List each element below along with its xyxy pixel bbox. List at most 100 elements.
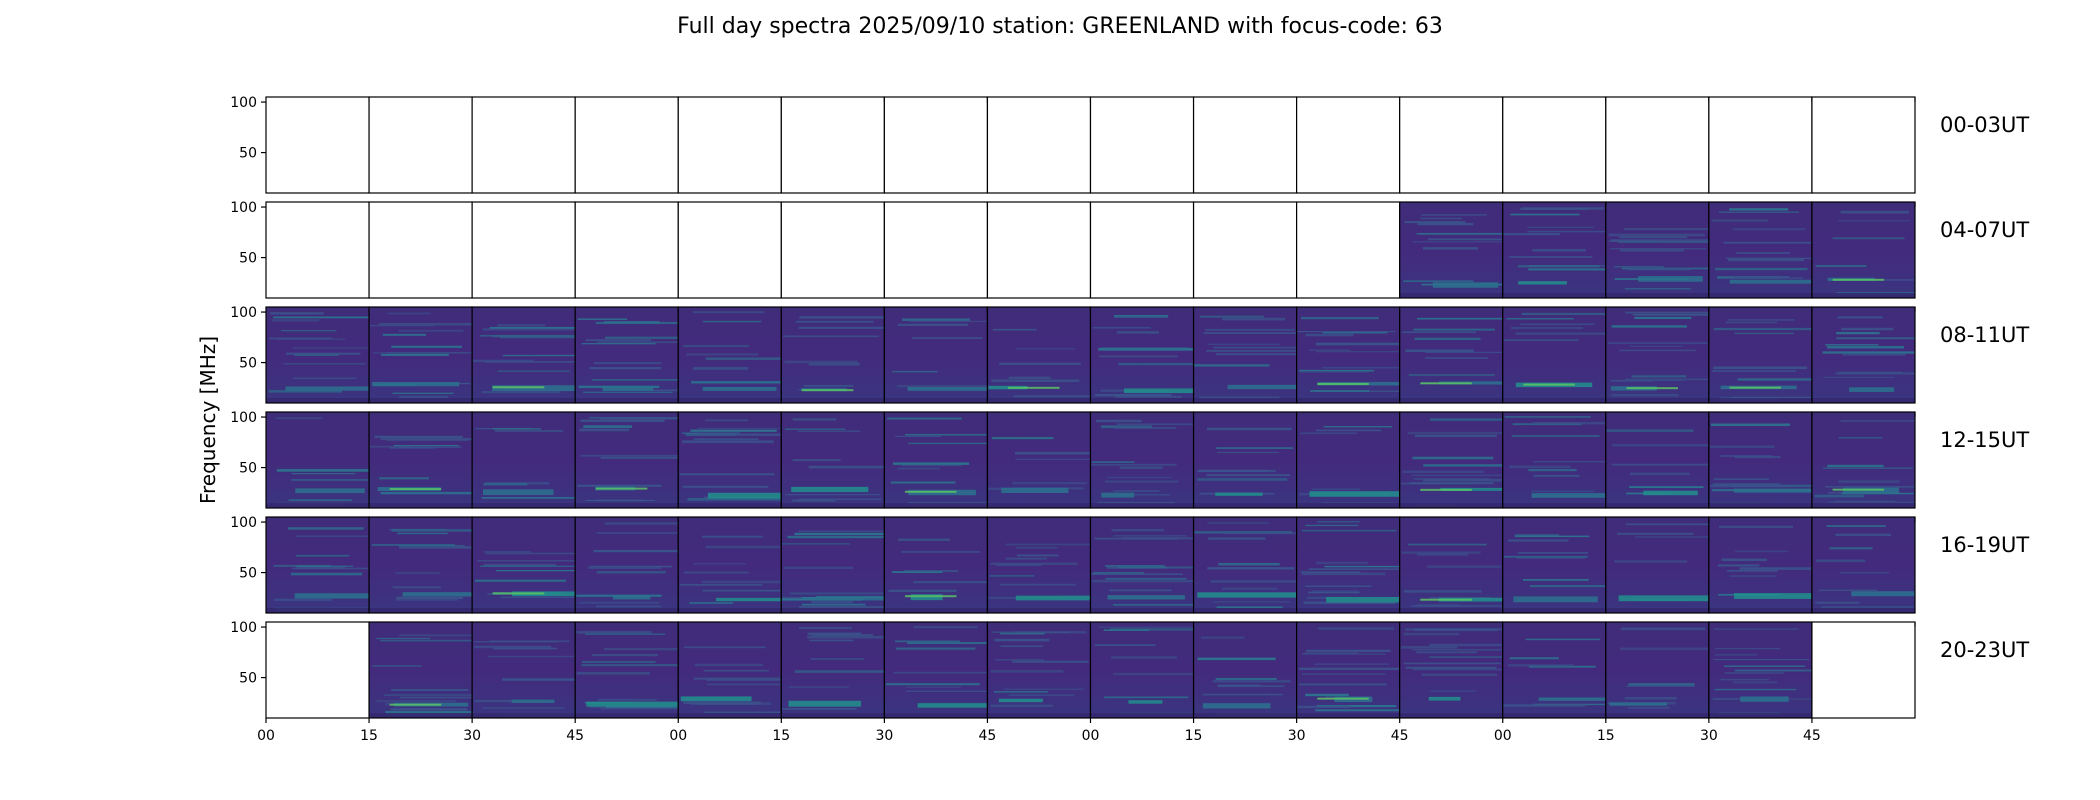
spectrogram-panel — [1399, 411, 1504, 509]
spectrogram-panel — [1811, 96, 1916, 194]
x-tick-label: 30 — [1288, 728, 1306, 744]
spectrogram-panel — [1089, 411, 1195, 509]
spectrogram-panel — [574, 306, 679, 404]
spectrogram-panel — [368, 621, 473, 719]
spectrogram-panel — [368, 516, 473, 614]
spectrogram-panel — [574, 201, 679, 299]
spectrogram-panel — [883, 516, 989, 614]
x-tick-label: 00 — [1494, 728, 1512, 744]
spectrogram-panel — [368, 306, 473, 404]
spectrogram-panel — [1296, 516, 1401, 614]
y-tick-label: 100 — [230, 95, 257, 111]
row-label: 20-23UT — [1940, 638, 2029, 662]
spectrogram-panel — [1296, 411, 1401, 509]
spectrogram-panel — [1811, 516, 1916, 614]
spectrogram-panel — [986, 96, 1092, 194]
x-tick-label: 15 — [1597, 728, 1615, 744]
spectrogram-panel — [574, 516, 679, 614]
spectrogram-panel — [986, 411, 1092, 509]
spectrogram-panel — [677, 96, 782, 194]
row-00-03UT: 50 100 00-03UT — [230, 95, 2029, 194]
x-axis-ticks: 00 15 30 45 00 15 30 45 00 15 30 45 00 15 30 45 — [257, 718, 1821, 744]
spectrogram-panel — [883, 411, 989, 509]
spectrogram-panel — [1296, 96, 1401, 194]
x-tick-label: 15 — [1185, 728, 1203, 744]
spectrogram-panel — [1192, 411, 1298, 509]
row-20-23UT: 50 100 20-23UT — [230, 620, 2029, 719]
panel-rows: 50 100 00-03UT 50 100 04-07UT 50 100 08-11UT 50 10… — [230, 95, 2029, 719]
spectrogram-panel — [1811, 201, 1916, 299]
row-04-07UT: 50 100 04-07UT — [230, 200, 2029, 299]
row-label: 12-15UT — [1940, 428, 2029, 452]
spectrogram-panel — [574, 621, 679, 719]
spectrogram-panel — [1502, 201, 1607, 299]
spectrogram-panel — [1399, 516, 1504, 614]
y-tick-label: 100 — [230, 515, 257, 531]
spectrogram-panel — [1399, 201, 1504, 299]
x-tick-label: 00 — [1082, 728, 1100, 744]
x-tick-label: 30 — [875, 728, 893, 744]
spectrogram-panel — [1089, 516, 1195, 614]
x-tick-label: 30 — [1700, 728, 1718, 744]
spectrogram-panel — [780, 96, 885, 194]
x-tick-label: 00 — [669, 728, 687, 744]
spectrogram-panel — [1089, 306, 1195, 404]
spectrogram-panel — [1089, 621, 1195, 719]
spectrogram-panel — [1089, 96, 1195, 194]
spectrogram-panel — [677, 411, 782, 509]
spectrogram-panel — [1192, 621, 1298, 719]
spectrogram-panel — [471, 411, 576, 509]
spectrogram-panel — [986, 306, 1092, 404]
spectrogram-panel — [677, 516, 782, 614]
spectrogram-panel — [368, 411, 473, 509]
x-tick-label: 45 — [1803, 728, 1821, 744]
x-tick-label: 15 — [772, 728, 790, 744]
y-tick-label: 100 — [230, 410, 257, 426]
spectrogram-panel — [1296, 621, 1401, 719]
y-tick-label: 50 — [239, 566, 257, 582]
spectrogram-panel — [1605, 201, 1710, 299]
row-label: 16-19UT — [1940, 533, 2029, 557]
y-tick-label: 50 — [239, 461, 257, 477]
y-tick-label: 50 — [239, 251, 257, 267]
spectrogram-panel — [780, 306, 885, 404]
spectrogram-panel — [780, 621, 885, 719]
spectrogram-panel — [1502, 411, 1607, 509]
y-tick-label: 100 — [230, 620, 257, 636]
spectrogram-panel — [883, 201, 989, 299]
x-tick-label: 45 — [979, 728, 997, 744]
spectrogram-panel — [1811, 621, 1916, 719]
spectrogram-panel — [1605, 96, 1710, 194]
spectrogram-panel — [677, 201, 782, 299]
spectrogram-panel — [471, 306, 576, 404]
x-tick-label: 30 — [463, 728, 481, 744]
spectrogram-panel — [1192, 306, 1298, 404]
x-tick-label: 00 — [257, 728, 275, 744]
row-label: 08-11UT — [1940, 323, 2029, 347]
x-tick-label: 15 — [360, 728, 378, 744]
spectrogram-panel — [1502, 306, 1607, 404]
y-axis-label: Frequency [MHz] — [196, 336, 220, 504]
spectrogram-panel — [1708, 306, 1813, 404]
spectrogram-panel — [265, 96, 370, 194]
spectrogram-panel — [1399, 306, 1504, 404]
spectrogram-panel — [471, 96, 576, 194]
y-tick-label: 100 — [230, 305, 257, 321]
row-label: 00-03UT — [1940, 113, 2029, 137]
row-label: 04-07UT — [1940, 218, 2029, 242]
spectrogram-panel — [1605, 516, 1710, 614]
spectrogram-panel — [780, 516, 885, 614]
spectrogram-panel — [471, 516, 576, 614]
spectrogram-panel — [677, 306, 782, 404]
spectrogram-panel — [1502, 96, 1607, 194]
spectrogram-panel — [1605, 306, 1710, 404]
row-16-19UT: 50 100 16-19UT — [230, 515, 2029, 614]
spectrogram-panel — [1399, 621, 1504, 719]
spectrogram-panel — [1399, 96, 1504, 194]
chart-title: Full day spectra 2025/09/10 station: GRE… — [677, 14, 1443, 39]
spectrogram-panel — [986, 201, 1092, 299]
x-tick-label: 45 — [1391, 728, 1409, 744]
spectrogram-panel — [986, 621, 1092, 719]
spectrogram-panel — [368, 96, 473, 194]
